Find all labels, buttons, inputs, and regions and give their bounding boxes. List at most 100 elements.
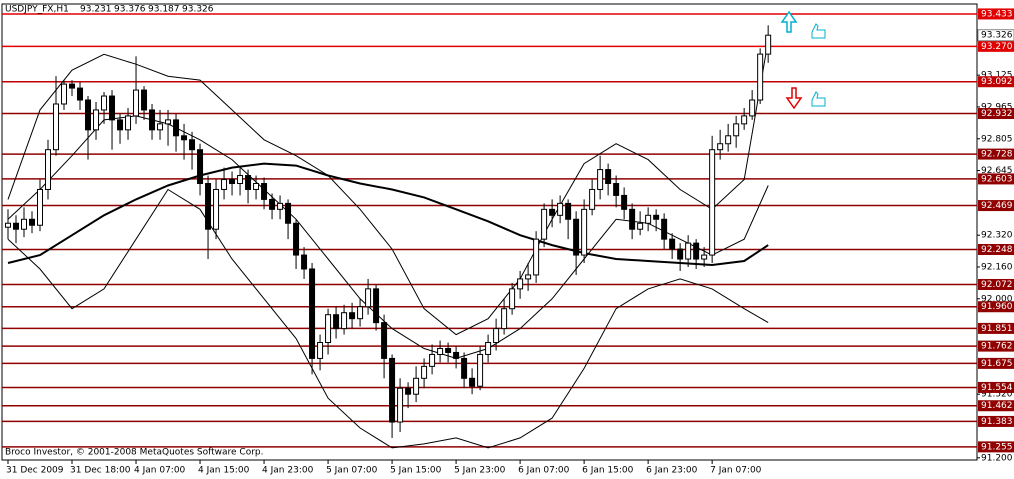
candle-body [749, 99, 756, 117]
candle-body [237, 175, 244, 184]
level-label: 92.932 [981, 109, 1013, 119]
level-label-box [978, 108, 1014, 120]
candle-body [21, 218, 28, 230]
candle-body [557, 202, 564, 216]
up-arrow [780, 10, 798, 33]
candle-body [701, 254, 708, 260]
y-tick-label: 92.160 [981, 262, 1013, 272]
candle-body [133, 89, 140, 117]
candle-body [405, 387, 412, 395]
x-tick-label: 5 Jan 07:00 [326, 466, 378, 476]
x-tick-label: 5 Jan 23:00 [454, 466, 506, 476]
y-tick-label: 93.125 [981, 71, 1013, 81]
candle-body [693, 242, 700, 260]
candle-body [581, 208, 588, 256]
candle-body [13, 222, 20, 230]
candle-body [453, 351, 460, 359]
candle-body [501, 308, 508, 330]
footer: Broco Investor, © 2001-2008 MetaQuotes S… [5, 448, 264, 458]
candle-body [669, 238, 676, 250]
x-tick-label: 6 Jan 23:00 [646, 466, 698, 476]
signal-icons [780, 10, 826, 110]
candle-body [181, 135, 188, 141]
indicator-line [7, 162, 769, 267]
candle-body [309, 268, 316, 359]
candle-body [293, 222, 300, 256]
header-open: 93.231 [80, 5, 112, 15]
indicator-line [7, 188, 769, 449]
candle-body [341, 312, 348, 330]
candle-body [637, 222, 644, 230]
level-label-box [978, 357, 1014, 369]
candle-body [685, 242, 692, 260]
candle-body [77, 87, 84, 101]
level-label-box [978, 381, 1014, 393]
candle-body [165, 119, 172, 125]
x-tick-label: 6 Jan 07:00 [518, 466, 570, 476]
candle-body [461, 357, 468, 379]
candle-body [365, 288, 372, 308]
header-high: 93.376 [114, 5, 146, 15]
candle-body [229, 179, 236, 184]
level-label: 91.383 [981, 417, 1013, 427]
y-tick-label: 92.000 [981, 294, 1013, 304]
x-tick-label: 31 Dec 2009 [6, 466, 64, 476]
candle-body [29, 218, 36, 226]
level-label-box [978, 340, 1014, 352]
level-label-box [978, 173, 1014, 185]
header-close: 93.326 [182, 5, 214, 15]
candle-body [205, 182, 212, 230]
candle-body [381, 322, 388, 359]
candle-body [445, 347, 452, 353]
level-label-box [978, 76, 1014, 88]
candle-body [245, 175, 252, 190]
candle-body [469, 377, 476, 387]
level-label: 92.469 [981, 201, 1013, 211]
candle-body [277, 202, 284, 210]
candle-body [709, 149, 716, 256]
level-label: 92.603 [981, 174, 1013, 184]
level-label: 92.072 [981, 280, 1013, 290]
last-price-box [977, 29, 1014, 42]
level-label-box [978, 243, 1014, 255]
y-tick-label: 92.805 [981, 134, 1013, 144]
candle-body [565, 202, 572, 220]
candle-body [45, 149, 52, 190]
candle-body [253, 182, 260, 190]
level-label-box [978, 301, 1014, 313]
candle-body [573, 218, 580, 256]
level-label: 91.462 [981, 401, 1013, 411]
candle-body [653, 214, 660, 220]
candle-body [533, 238, 540, 276]
candle-body [661, 218, 668, 240]
x-tick-label: 6 Jan 15:00 [582, 466, 634, 476]
candle-body [101, 95, 108, 111]
candle-body [213, 188, 220, 230]
candle-body [197, 149, 204, 184]
candle-body [677, 248, 684, 260]
candle-body [517, 278, 524, 290]
candle-body [173, 119, 180, 137]
candle-body [605, 169, 612, 184]
candle-body [53, 103, 60, 151]
candle-body [741, 115, 748, 125]
candle-body [141, 89, 148, 111]
header-symbol: USDJPY_FX,H1 [5, 5, 69, 15]
candle-body [421, 365, 428, 379]
candle-body [85, 99, 92, 131]
level-label-box [978, 441, 1014, 453]
candle-body [61, 83, 68, 105]
candle-body [373, 288, 380, 324]
candle-body [397, 387, 404, 423]
candle-body [149, 109, 156, 131]
candle-body [109, 95, 116, 121]
plot-frame [1, 3, 978, 461]
candle-body [285, 202, 292, 224]
level-label-box [978, 278, 1014, 290]
candle-body [189, 139, 196, 151]
candle-body [117, 119, 124, 131]
candle-body [765, 34, 772, 55]
level-label-box [978, 200, 1014, 212]
candle-body [413, 377, 420, 395]
